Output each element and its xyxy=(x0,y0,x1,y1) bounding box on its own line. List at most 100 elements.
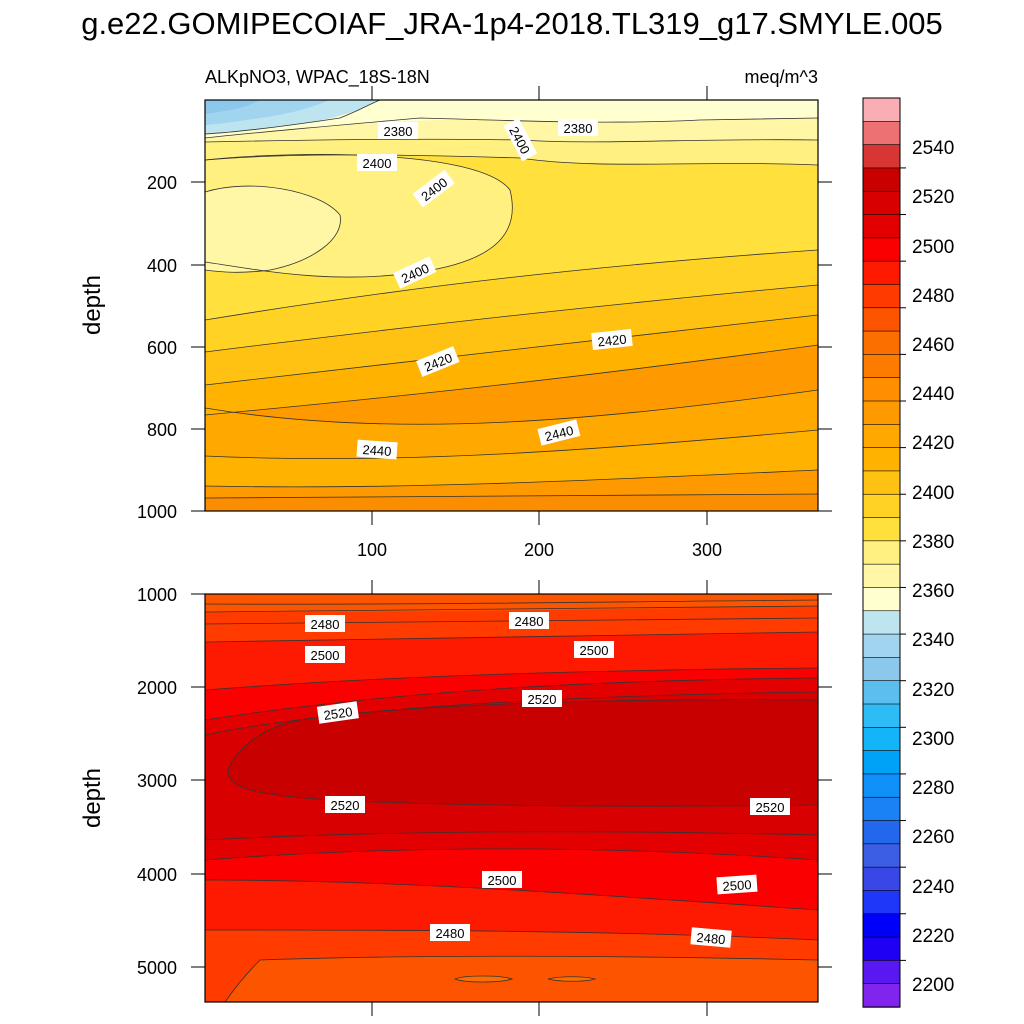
contour-label: 2380 xyxy=(384,124,413,139)
top-y-ticks xyxy=(191,181,832,512)
x-tick-label: 300 xyxy=(692,540,722,560)
colorbar-swatch xyxy=(862,890,901,915)
colorbar-swatch xyxy=(862,377,901,402)
y-tick-label: 600 xyxy=(147,338,177,358)
top-band-2395-cell xyxy=(205,186,341,273)
contour-label: 2480 xyxy=(696,930,726,947)
colorbar-swatch xyxy=(862,913,901,938)
y-tick-label: 5000 xyxy=(137,958,177,978)
contour-label: 2400 xyxy=(363,156,392,171)
colorbar-ticks xyxy=(900,167,906,961)
colorbar-label: 2380 xyxy=(912,532,954,553)
contour-label: 2500 xyxy=(311,648,340,663)
colorbar-swatch xyxy=(862,820,901,845)
contour-label: 2440 xyxy=(362,442,392,459)
colorbar-swatch xyxy=(862,167,901,192)
colorbar-label: 2420 xyxy=(912,433,954,454)
contour-label: 2380 xyxy=(564,121,593,136)
contour-label: 2520 xyxy=(528,692,557,707)
bottom-panel: 2480 2480 2500 2500 2520 2520 2520 2520 … xyxy=(79,580,832,1016)
colorbar-swatch xyxy=(862,680,901,705)
contour-label: 2440 xyxy=(543,423,575,445)
colorbar-swatch xyxy=(862,540,901,565)
colorbar-swatch xyxy=(862,400,901,426)
contour-label: 2500 xyxy=(488,873,517,888)
top-band-2455 xyxy=(205,494,818,511)
colorbar-label: 2500 xyxy=(912,237,954,258)
y-tick-label: 400 xyxy=(147,256,177,276)
y-tick-label: 800 xyxy=(147,420,177,440)
colorbar-label: 2400 xyxy=(912,483,954,504)
top-plot-frame xyxy=(204,99,819,512)
bottom-y-ticks xyxy=(191,593,832,968)
y-tick-label: 1000 xyxy=(137,502,177,522)
contour-label: 2520 xyxy=(323,704,354,723)
colorbar-labels: 2540 2520 2500 2480 2460 2440 2420 2400 … xyxy=(912,138,954,996)
colorbar-label: 2540 xyxy=(912,138,954,159)
colorbar-swatch xyxy=(862,587,901,612)
colorbar-label: 2300 xyxy=(912,729,954,750)
colorbar-swatch xyxy=(862,447,901,472)
contour-label: 2480 xyxy=(436,926,465,941)
colorbar-swatch xyxy=(862,121,901,146)
colorbar-swatch xyxy=(862,190,901,216)
y-tick-label: 3000 xyxy=(137,771,177,791)
y-tick-label: 1000 xyxy=(137,585,177,605)
colorbar-swatch xyxy=(862,796,901,822)
colorbar-label: 2360 xyxy=(912,581,954,602)
colorbar-label: 2480 xyxy=(912,286,954,307)
top-y-tick-labels: 200 400 600 800 1000 xyxy=(137,173,177,522)
contour-label: 2480 xyxy=(515,614,544,629)
colorbar-swatch xyxy=(862,260,901,286)
colorbar-label: 2440 xyxy=(912,384,954,405)
colorbar-label: 2260 xyxy=(912,827,954,848)
y-tick-label: 2000 xyxy=(137,678,177,698)
top-x-ticks xyxy=(371,86,708,525)
colorbar-swatch xyxy=(862,657,901,682)
bottom-y-tick-labels: 1000 2000 3000 4000 5000 xyxy=(137,585,177,978)
colorbar-label: 2320 xyxy=(912,680,954,701)
colorbar-swatch xyxy=(862,144,901,169)
bottom-x-ticks xyxy=(371,580,708,1016)
colorbar-swatch xyxy=(862,284,901,309)
bottom-plot-frame xyxy=(204,593,819,1003)
colorbar-swatch xyxy=(862,493,901,519)
contour-label: 2480 xyxy=(311,617,340,632)
contour-label: 2520 xyxy=(756,800,785,815)
colorbar: 2540 2520 2500 2480 2460 2440 2420 2400 … xyxy=(862,97,954,1008)
colorbar-swatch xyxy=(862,517,901,542)
top-x-tick-labels: 100 200 300 xyxy=(357,540,722,560)
colorbar-swatches xyxy=(862,97,901,1008)
top-contour-field xyxy=(205,100,818,511)
colorbar-swatch xyxy=(862,330,901,356)
colorbar-swatch xyxy=(862,237,901,262)
colorbar-label: 2200 xyxy=(912,975,954,996)
x-tick-label: 200 xyxy=(524,540,554,560)
contour-label: 2500 xyxy=(722,877,752,894)
figure-title: g.e22.GOMIPECOIAF_JRA-1p4-2018.TL319_g17… xyxy=(81,6,943,41)
bottom-contour-labels: 2480 2480 2500 2500 2520 2520 2520 2520 … xyxy=(305,612,790,948)
colorbar-swatch xyxy=(862,214,901,239)
top-y-axis-title: depth xyxy=(79,275,106,335)
contour-label: 2500 xyxy=(580,643,609,658)
colorbar-swatch xyxy=(862,563,901,589)
top-panel-units-label: meq/m^3 xyxy=(745,67,818,87)
y-tick-label: 200 xyxy=(147,173,177,193)
bottom-y-axis-title: depth xyxy=(79,768,106,828)
colorbar-swatch xyxy=(862,97,901,123)
colorbar-swatch xyxy=(862,983,901,1008)
contour-label: 2520 xyxy=(331,798,360,813)
colorbar-swatch xyxy=(862,610,901,635)
colorbar-swatch xyxy=(862,703,901,729)
colorbar-label: 2520 xyxy=(912,187,954,208)
colorbar-swatch xyxy=(862,750,901,775)
colorbar-swatch xyxy=(862,843,901,868)
colorbar-label: 2280 xyxy=(912,778,954,799)
colorbar-label: 2220 xyxy=(912,926,954,947)
top-panel: ALKpNO3, WPAC_18S-18N meq/m^3 xyxy=(79,67,832,560)
colorbar-swatch xyxy=(862,773,901,798)
bot-band-2470-blob-2 xyxy=(548,976,595,982)
colorbar-swatch xyxy=(862,470,901,495)
y-tick-label: 4000 xyxy=(137,865,177,885)
